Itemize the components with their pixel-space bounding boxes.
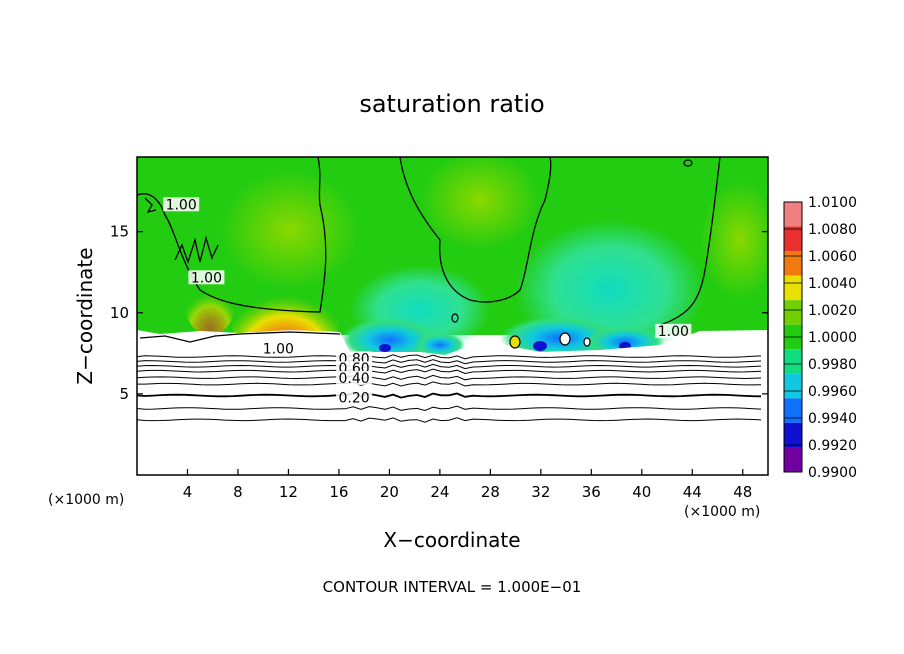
x-tick-label: 40: [632, 483, 651, 501]
contour-saturation-1-00: [144, 197, 157, 214]
x-tick-label: 8: [233, 483, 243, 501]
stratified-contour-line: [137, 368, 762, 375]
x-tick-label: 28: [481, 483, 500, 501]
colorbar: 1.0100 1.0080 1.0060 1.0040 1.0020 1.0000 0.99…: [783, 195, 857, 481]
contour-labels: 1.000.800.600.400.201.001.001.00: [163, 197, 692, 406]
heatmap-blue-region: [415, 333, 465, 357]
colorbar-band: [784, 226, 802, 252]
colorbar-level-label: 0.9960: [808, 384, 857, 400]
x-tick-label: 20: [380, 483, 399, 501]
contour-closed-loop: [509, 335, 521, 349]
contour-label: 1.00: [263, 342, 294, 358]
contour-saturation-1-00: [399, 157, 552, 303]
contour-label-backdrop: [336, 370, 373, 385]
contour-saturation-1-00: [174, 235, 219, 265]
heatmap-lime-region: [220, 170, 360, 290]
y-tick-label: 10: [110, 304, 129, 322]
colorbar-level-label: 1.0000: [808, 330, 857, 346]
colorbar-level-label: 1.0060: [808, 249, 857, 265]
contour-label: 1.00: [166, 197, 197, 213]
colorbar-band: [784, 349, 802, 374]
colorbar-band: [784, 398, 802, 423]
contour-label-backdrop: [163, 197, 200, 212]
colorbar-level-label: 0.9940: [808, 411, 857, 427]
contour-closed-loop: [559, 332, 571, 346]
contour-label: 0.20: [338, 390, 369, 406]
colorbar-level-label: 0.9920: [808, 438, 857, 454]
stratified-contour-line: [137, 381, 762, 387]
colorbar-level-label: 1.0020: [808, 303, 857, 319]
heatmap-dark-blue-patch: [533, 341, 547, 351]
colorbar-level-label: 1.0040: [808, 276, 857, 292]
y-tick-label: 15: [110, 223, 129, 241]
stratified-contour-line: [137, 363, 762, 370]
contour-label-backdrop: [260, 341, 297, 356]
colorbar-level-label: 1.0100: [808, 195, 857, 211]
contour-label-backdrop: [336, 390, 373, 405]
contour-saturation-1-00: [659, 157, 721, 326]
y-axis-ticks: 5 10 15: [110, 223, 768, 403]
contour-interval-note: CONTOUR INTERVAL = 1.000E−01: [323, 578, 582, 596]
colorbar-band: [784, 251, 802, 276]
stratified-contour-lines: [137, 354, 762, 423]
x-axis-unit-right: (×1000 m): [684, 504, 760, 520]
plot-frame: [136, 156, 769, 476]
x-tick-label: 4: [183, 483, 193, 501]
x-tick-label: 36: [582, 483, 601, 501]
stratified-contour-line: [137, 359, 762, 365]
colorbar-level-label: 0.9900: [808, 465, 857, 481]
contour-closed-loop: [583, 337, 591, 347]
x-tick-label: 24: [430, 483, 449, 501]
colorbar-level-label: 0.9980: [808, 357, 857, 373]
plot-area: [137, 157, 768, 475]
colorbar-level-label: 1.0080: [808, 222, 857, 238]
cloud-base-white: [137, 330, 768, 475]
heatmap-warm-region: [185, 275, 235, 335]
contour-label: 1.00: [658, 324, 689, 340]
colorbar-band: [784, 373, 802, 399]
colorbar-band: [784, 422, 802, 448]
colorbar-band: [784, 202, 802, 227]
heatmap-lime-region: [420, 157, 540, 250]
chart-title: saturation ratio: [359, 90, 544, 118]
contour-closed-loop: [683, 159, 693, 167]
x-tick-label: 32: [531, 483, 550, 501]
stratified-contour-line: [137, 354, 762, 360]
heatmap-blue-region: [340, 318, 440, 362]
y-axis-label: Z−coordinate: [73, 247, 97, 384]
y-tick-label: 5: [119, 385, 129, 403]
colorbar-band: [784, 447, 802, 472]
stratified-contour-line: [137, 392, 762, 399]
x-axis-unit-left: (×1000 m): [48, 492, 124, 508]
stratified-contour-line: [137, 417, 762, 423]
colorbar-band: [784, 300, 802, 325]
stratified-contour-line: [137, 374, 762, 381]
x-axis-ticks: 4 8 12 16 20 24 28 32 36 40 44 48: [183, 469, 752, 501]
contour-closed-loop: [451, 313, 459, 323]
contour-label-backdrop: [655, 323, 692, 338]
x-tick-label: 12: [279, 483, 298, 501]
contour-saturation-1-00: [137, 157, 327, 313]
colorbar-band: [784, 275, 802, 301]
x-tick-label: 44: [683, 483, 702, 501]
heatmap-lime-region: [700, 180, 768, 300]
x-tick-label: 48: [733, 483, 752, 501]
x-axis-label: X−coordinate: [383, 528, 520, 552]
contour-label: 0.40: [338, 371, 369, 387]
contour-label-backdrop: [188, 270, 225, 285]
stratified-contour-line: [137, 405, 762, 412]
contour-label: 1.00: [191, 270, 222, 286]
contour-saturation-1-00: [139, 331, 341, 343]
x-tick-label: 16: [329, 483, 348, 501]
heatmap-dark-blue-patch: [379, 344, 391, 352]
